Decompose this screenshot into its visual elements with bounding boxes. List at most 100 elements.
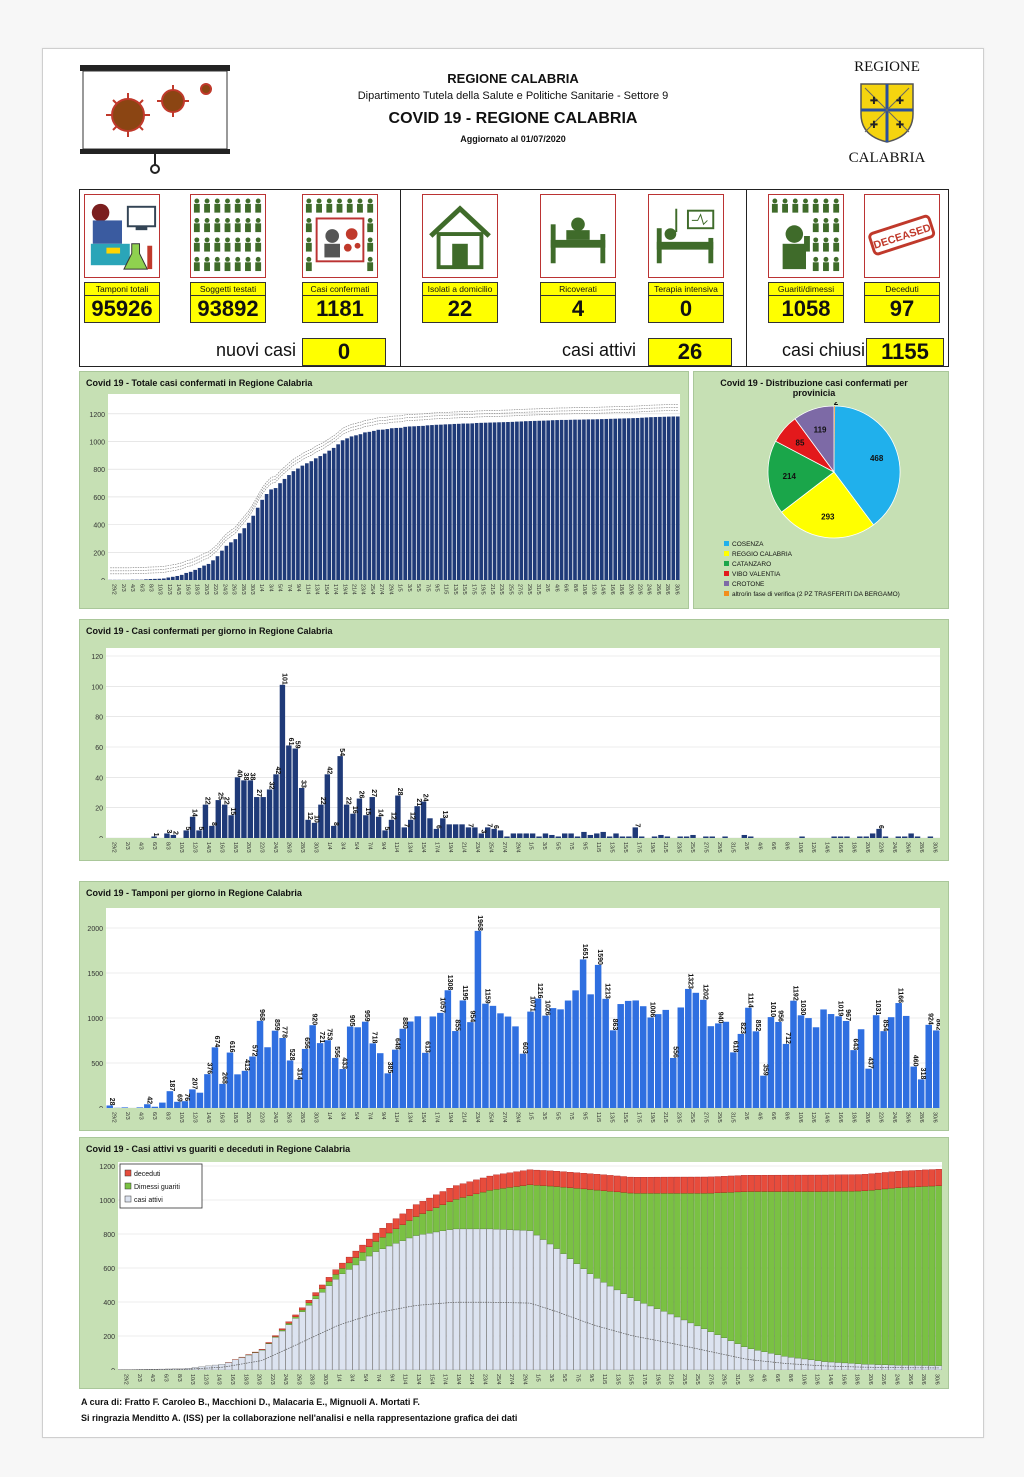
- stack-active: [674, 1316, 681, 1371]
- data-label: 956: [776, 1010, 783, 1022]
- stack-active: [352, 1264, 360, 1371]
- stack-recovered: [526, 1184, 534, 1231]
- bar: [345, 438, 349, 580]
- x-tick-label: 5/4: [353, 842, 359, 850]
- bar: [523, 833, 529, 838]
- stack-deceased: [513, 1171, 520, 1187]
- data-label: 433: [341, 1057, 348, 1069]
- bar: [579, 959, 587, 1108]
- x-tick-label: 31/5: [535, 584, 541, 595]
- bar: [604, 418, 609, 580]
- person-icon: [305, 256, 312, 272]
- person-icon: [823, 198, 829, 213]
- stack-active: [312, 1298, 319, 1371]
- stack-deceased: [486, 1175, 494, 1191]
- stack-recovered: [506, 1187, 514, 1230]
- kpi-card-soggetti: Soggetti testati 93892: [190, 194, 266, 323]
- x-tick-label: 6/3: [151, 842, 157, 850]
- bar: [658, 834, 664, 838]
- x-tick-label: 16/6: [840, 1374, 846, 1385]
- stack-active: [613, 1289, 621, 1371]
- bar: [392, 1049, 399, 1108]
- stack-recovered: [285, 1323, 293, 1325]
- stack-recovered: [446, 1201, 453, 1230]
- stack-recovered: [687, 1193, 694, 1324]
- bar: [282, 478, 287, 580]
- bar: [459, 1000, 467, 1108]
- stack-deceased: [446, 1188, 453, 1202]
- stack-deceased: [841, 1174, 849, 1192]
- bar: [188, 571, 193, 580]
- bar: [835, 1016, 842, 1108]
- bar: [685, 988, 692, 1108]
- bar: [927, 836, 934, 838]
- x-tick-label: 14/3: [175, 584, 181, 595]
- data-label: 2: [171, 831, 178, 835]
- data-label: 314: [296, 1068, 303, 1080]
- data-label: 954: [468, 1010, 475, 1022]
- bar: [624, 1000, 632, 1108]
- bar: [647, 1017, 654, 1108]
- bar: [349, 436, 354, 580]
- x-tick-label: 3/5: [406, 584, 412, 592]
- x-tick-label: 9/4: [388, 1374, 394, 1382]
- x-tick-label: 27/5: [517, 584, 523, 595]
- data-label: 616: [228, 1041, 235, 1053]
- stack-recovered: [747, 1191, 755, 1349]
- stack-active: [412, 1235, 420, 1371]
- data-label: 1031: [874, 1000, 881, 1016]
- bar: [722, 836, 728, 838]
- bar: [444, 990, 452, 1108]
- x-tick-label: 30/3: [313, 842, 319, 853]
- x-tick-label: 15/5: [628, 1374, 634, 1385]
- stack-active: [513, 1229, 520, 1371]
- x-tick-label: 20/6: [864, 1112, 870, 1123]
- x-tick-label: 3/5: [541, 1112, 547, 1120]
- bar: [741, 834, 748, 838]
- data-label: 3: [165, 830, 172, 834]
- stack-recovered: [754, 1191, 761, 1351]
- bar: [561, 833, 568, 838]
- y-tick-label: 1000: [87, 1016, 103, 1023]
- bar: [671, 416, 676, 580]
- stack-deceased: [814, 1174, 822, 1192]
- data-label: 556: [333, 1046, 340, 1058]
- x-tick-label: 24/6: [891, 1112, 897, 1123]
- x-tick-label: 6/3: [138, 584, 144, 592]
- x-tick-label: 25/4: [487, 1112, 493, 1123]
- stack-recovered: [714, 1192, 721, 1335]
- x-tick-label: 17/4: [434, 1112, 440, 1123]
- bar: [260, 499, 265, 580]
- kpi-value: 0: [648, 296, 724, 323]
- pie-slice: [794, 405, 835, 474]
- stack-deceased: [305, 1300, 313, 1303]
- data-label: 6: [434, 825, 441, 829]
- stack-deceased: [345, 1256, 353, 1264]
- bar: [246, 522, 251, 580]
- data-label: 1: [152, 833, 159, 837]
- stack-active: [781, 1356, 788, 1371]
- x-tick-label: 19/4: [447, 842, 453, 853]
- x-tick-label: 8/6: [783, 1112, 789, 1120]
- bar: [440, 818, 446, 838]
- bar: [902, 1015, 910, 1108]
- bar: [639, 1006, 647, 1108]
- kpi-value: 4: [540, 296, 616, 323]
- stack-recovered: [674, 1193, 681, 1318]
- stack-recovered: [533, 1184, 540, 1236]
- bar: [797, 1015, 805, 1108]
- x-tick-label: 29/2: [123, 1374, 129, 1385]
- chart-panel-tests: Covid 19 - Tamponi per giorno in Regione…: [79, 881, 949, 1131]
- stack-deceased: [774, 1174, 782, 1192]
- x-tick-label: 14/6: [827, 1374, 833, 1385]
- legend-swatch: [124, 1169, 132, 1177]
- bar: [497, 830, 504, 838]
- bar: [399, 1028, 407, 1108]
- y-tick-label: 1200: [99, 1164, 115, 1171]
- stack-active: [426, 1232, 433, 1371]
- x-tick-label: 9/5: [434, 584, 440, 592]
- stack-active: [694, 1325, 701, 1371]
- x-tick-label: 25/5: [689, 1112, 695, 1123]
- x-tick-label: 19/5: [649, 1112, 655, 1123]
- new-cases-label: nuovi casi: [216, 340, 297, 360]
